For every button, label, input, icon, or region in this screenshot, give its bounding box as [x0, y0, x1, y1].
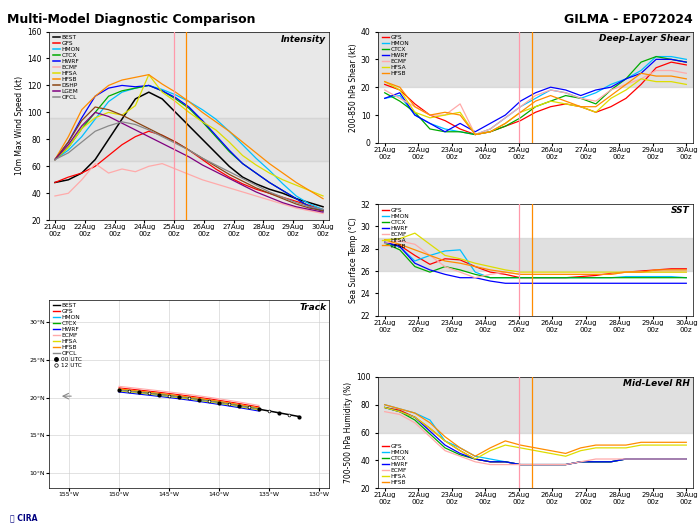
Legend: GFS, HMON, CTCX, HWRF, ECMF, HFSA, HFSB: GFS, HMON, CTCX, HWRF, ECMF, HFSA, HFSB: [381, 443, 409, 485]
Y-axis label: 10m Max Wind Speed (kt): 10m Max Wind Speed (kt): [15, 76, 24, 175]
Bar: [49, 118, 329, 161]
Bar: [49, 32, 329, 118]
Text: GILMA - EP072024: GILMA - EP072024: [564, 13, 693, 26]
Legend: GFS, HMON, CTCX, HWRF, ECMF, HFSA, HFSB: GFS, HMON, CTCX, HWRF, ECMF, HFSA, HFSB: [381, 207, 409, 249]
Legend: BEST, GFS, HMON, CTCX, HWRF, ECMF, HFSA, HFSB, OFCL, 00 UTC, 12 UTC: BEST, GFS, HMON, CTCX, HWRF, ECMF, HFSA,…: [52, 302, 83, 368]
Y-axis label: Sea Surface Temp (°C): Sea Surface Temp (°C): [349, 217, 358, 303]
Bar: [378, 377, 693, 433]
Bar: [378, 238, 693, 271]
Text: Track: Track: [299, 303, 326, 312]
Text: SST: SST: [671, 206, 690, 215]
Text: Ⓢ CIRA: Ⓢ CIRA: [10, 513, 38, 522]
Bar: [49, 161, 329, 220]
Legend: GFS, HMON, CTCX, HWRF, ECMF, HFSA, HFSB: GFS, HMON, CTCX, HWRF, ECMF, HFSA, HFSB: [381, 35, 409, 77]
Legend: BEST, GFS, HMON, CTCX, HWRF, ECMF, HFSA, HFSB, DSHP, LGEM, OFCL: BEST, GFS, HMON, CTCX, HWRF, ECMF, HFSA,…: [52, 35, 80, 100]
Y-axis label: 200-850 hPa Shear (kt): 200-850 hPa Shear (kt): [349, 43, 358, 132]
Y-axis label: 700-500 hPa Humidity (%): 700-500 hPa Humidity (%): [344, 382, 353, 483]
Bar: [378, 32, 693, 87]
Text: Multi-Model Diagnostic Comparison: Multi-Model Diagnostic Comparison: [7, 13, 256, 26]
Text: Deep-Layer Shear: Deep-Layer Shear: [599, 34, 690, 43]
Text: Mid-Level RH: Mid-Level RH: [623, 379, 690, 388]
Text: Intensity: Intensity: [281, 35, 326, 44]
